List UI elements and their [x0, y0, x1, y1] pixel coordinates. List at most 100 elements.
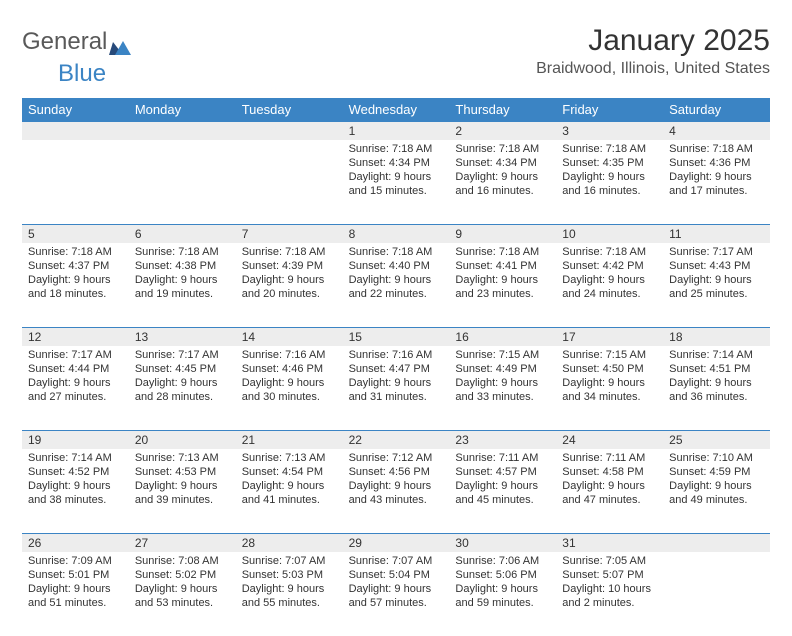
day-number: 13 — [129, 328, 236, 346]
sunset-text: Sunset: 4:51 PM — [669, 362, 764, 376]
week-row: Sunrise: 7:14 AMSunset: 4:52 PMDaylight:… — [22, 449, 770, 534]
sunrise-text: Sunrise: 7:07 AM — [349, 554, 444, 568]
daylight-text-1: Daylight: 9 hours — [455, 582, 550, 596]
daylight-text-2: and 22 minutes. — [349, 287, 444, 301]
daylight-text-1: Daylight: 9 hours — [242, 479, 337, 493]
weekday-header-cell: Sunday — [22, 98, 129, 122]
day-number: 26 — [22, 534, 129, 552]
logo-text-blue: Blue — [58, 60, 106, 88]
day-number: 14 — [236, 328, 343, 346]
sunset-text: Sunset: 4:35 PM — [562, 156, 657, 170]
day-number — [663, 534, 770, 552]
daylight-text-2: and 43 minutes. — [349, 493, 444, 507]
sunset-text: Sunset: 5:04 PM — [349, 568, 444, 582]
day-number: 9 — [449, 225, 556, 243]
day-number: 5 — [22, 225, 129, 243]
daylight-text-1: Daylight: 9 hours — [135, 376, 230, 390]
daylight-text-1: Daylight: 9 hours — [242, 582, 337, 596]
sunrise-text: Sunrise: 7:18 AM — [242, 245, 337, 259]
week-row: Sunrise: 7:18 AMSunset: 4:34 PMDaylight:… — [22, 140, 770, 225]
sunset-text: Sunset: 4:53 PM — [135, 465, 230, 479]
day-cell: Sunrise: 7:12 AMSunset: 4:56 PMDaylight:… — [343, 449, 450, 533]
daylight-text-1: Daylight: 9 hours — [349, 479, 444, 493]
sunset-text: Sunset: 4:40 PM — [349, 259, 444, 273]
daylight-text-2: and 53 minutes. — [135, 596, 230, 610]
day-cell: Sunrise: 7:17 AMSunset: 4:45 PMDaylight:… — [129, 346, 236, 430]
weekday-header-cell: Friday — [556, 98, 663, 122]
day-number: 20 — [129, 431, 236, 449]
daylight-text-1: Daylight: 9 hours — [28, 582, 123, 596]
sunrise-text: Sunrise: 7:18 AM — [349, 245, 444, 259]
sunrise-text: Sunrise: 7:18 AM — [562, 245, 657, 259]
daylight-text-2: and 19 minutes. — [135, 287, 230, 301]
day-number: 23 — [449, 431, 556, 449]
day-cell: Sunrise: 7:18 AMSunset: 4:40 PMDaylight:… — [343, 243, 450, 327]
sunset-text: Sunset: 4:37 PM — [28, 259, 123, 273]
day-cell: Sunrise: 7:14 AMSunset: 4:51 PMDaylight:… — [663, 346, 770, 430]
daylight-text-1: Daylight: 9 hours — [135, 479, 230, 493]
daylight-text-2: and 27 minutes. — [28, 390, 123, 404]
day-cell: Sunrise: 7:18 AMSunset: 4:38 PMDaylight:… — [129, 243, 236, 327]
sunrise-text: Sunrise: 7:15 AM — [562, 348, 657, 362]
sunset-text: Sunset: 5:03 PM — [242, 568, 337, 582]
day-number: 8 — [343, 225, 450, 243]
sunrise-text: Sunrise: 7:18 AM — [455, 142, 550, 156]
week-row: Sunrise: 7:17 AMSunset: 4:44 PMDaylight:… — [22, 346, 770, 431]
day-cell: Sunrise: 7:16 AMSunset: 4:47 PMDaylight:… — [343, 346, 450, 430]
daylight-text-1: Daylight: 9 hours — [669, 170, 764, 184]
day-number: 25 — [663, 431, 770, 449]
day-number — [236, 122, 343, 140]
day-number: 1 — [343, 122, 450, 140]
day-cell — [663, 552, 770, 636]
day-number: 24 — [556, 431, 663, 449]
sunset-text: Sunset: 4:47 PM — [349, 362, 444, 376]
daylight-text-2: and 31 minutes. — [349, 390, 444, 404]
day-cell: Sunrise: 7:14 AMSunset: 4:52 PMDaylight:… — [22, 449, 129, 533]
sunrise-text: Sunrise: 7:12 AM — [349, 451, 444, 465]
sunrise-text: Sunrise: 7:09 AM — [28, 554, 123, 568]
sunrise-text: Sunrise: 7:06 AM — [455, 554, 550, 568]
sunset-text: Sunset: 5:07 PM — [562, 568, 657, 582]
sunset-text: Sunset: 4:56 PM — [349, 465, 444, 479]
sunrise-text: Sunrise: 7:11 AM — [562, 451, 657, 465]
day-number: 16 — [449, 328, 556, 346]
daylight-text-1: Daylight: 9 hours — [562, 170, 657, 184]
sunset-text: Sunset: 4:36 PM — [669, 156, 764, 170]
sunrise-text: Sunrise: 7:16 AM — [349, 348, 444, 362]
daylight-text-2: and 28 minutes. — [135, 390, 230, 404]
sunrise-text: Sunrise: 7:08 AM — [135, 554, 230, 568]
day-cell: Sunrise: 7:13 AMSunset: 4:53 PMDaylight:… — [129, 449, 236, 533]
day-number: 18 — [663, 328, 770, 346]
daylight-text-1: Daylight: 9 hours — [242, 273, 337, 287]
day-number — [22, 122, 129, 140]
weekday-header-cell: Wednesday — [343, 98, 450, 122]
day-number — [129, 122, 236, 140]
day-number: 29 — [343, 534, 450, 552]
day-cell — [129, 140, 236, 224]
weekday-header-cell: Saturday — [663, 98, 770, 122]
daylight-text-2: and 24 minutes. — [562, 287, 657, 301]
sunrise-text: Sunrise: 7:17 AM — [669, 245, 764, 259]
day-cell — [236, 140, 343, 224]
day-cell: Sunrise: 7:18 AMSunset: 4:35 PMDaylight:… — [556, 140, 663, 224]
day-number: 2 — [449, 122, 556, 140]
daylight-text-1: Daylight: 9 hours — [669, 273, 764, 287]
sunrise-text: Sunrise: 7:16 AM — [242, 348, 337, 362]
logo: General — [22, 28, 131, 56]
day-cell: Sunrise: 7:15 AMSunset: 4:50 PMDaylight:… — [556, 346, 663, 430]
daylight-text-1: Daylight: 9 hours — [135, 582, 230, 596]
daylight-text-2: and 36 minutes. — [669, 390, 764, 404]
daynum-row: 567891011 — [22, 225, 770, 243]
weekday-header-cell: Monday — [129, 98, 236, 122]
sunset-text: Sunset: 4:54 PM — [242, 465, 337, 479]
daylight-text-1: Daylight: 9 hours — [455, 479, 550, 493]
daynum-row: 19202122232425 — [22, 431, 770, 449]
daylight-text-1: Daylight: 9 hours — [242, 376, 337, 390]
day-cell: Sunrise: 7:05 AMSunset: 5:07 PMDaylight:… — [556, 552, 663, 636]
day-number: 22 — [343, 431, 450, 449]
daynum-row: 12131415161718 — [22, 328, 770, 346]
daylight-text-1: Daylight: 9 hours — [28, 479, 123, 493]
weekday-header-cell: Tuesday — [236, 98, 343, 122]
daylight-text-2: and 59 minutes. — [455, 596, 550, 610]
day-cell: Sunrise: 7:18 AMSunset: 4:37 PMDaylight:… — [22, 243, 129, 327]
